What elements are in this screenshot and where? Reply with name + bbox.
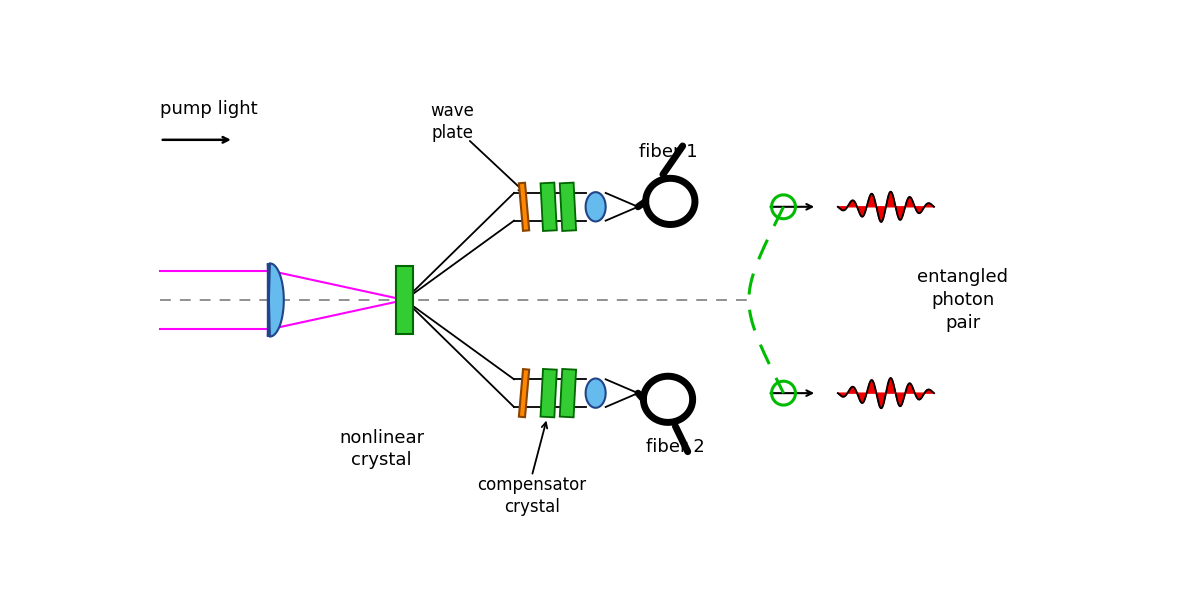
Polygon shape	[586, 192, 606, 222]
Text: fiber 1: fiber 1	[639, 143, 697, 160]
Text: entangled
photon
pair: entangled photon pair	[918, 268, 1009, 332]
Polygon shape	[518, 183, 529, 231]
Text: fiber 2: fiber 2	[646, 438, 705, 456]
Polygon shape	[541, 182, 556, 231]
Text: pump light: pump light	[159, 100, 257, 118]
Polygon shape	[396, 266, 413, 334]
Text: wave
plate: wave plate	[431, 102, 475, 142]
Polygon shape	[586, 378, 606, 407]
Polygon shape	[268, 263, 283, 337]
Polygon shape	[541, 369, 556, 418]
Text: compensator
crystal: compensator crystal	[477, 476, 586, 516]
Polygon shape	[518, 369, 529, 417]
Polygon shape	[560, 182, 576, 231]
Polygon shape	[560, 369, 576, 418]
Text: nonlinear
crystal: nonlinear crystal	[339, 428, 424, 469]
